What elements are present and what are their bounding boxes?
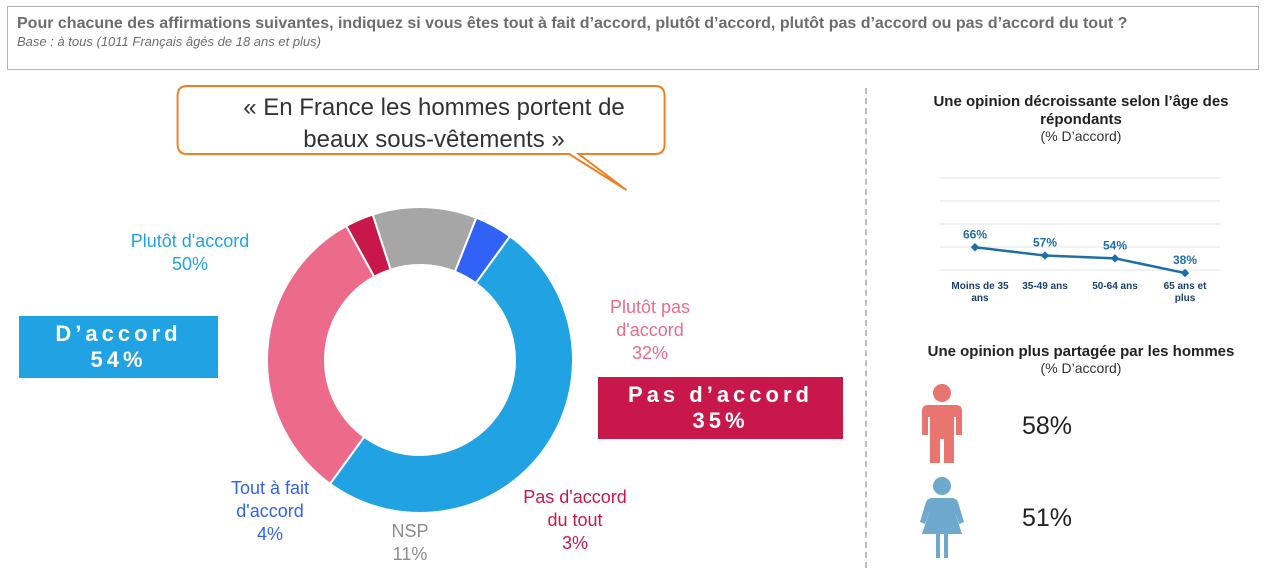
men-value: 58%	[1022, 412, 1073, 440]
woman-icon	[920, 477, 964, 558]
label-tout-a-fait: Tout à fait d'accord 4%	[195, 477, 345, 546]
agree-summary-label: D’accord	[55, 321, 182, 346]
age-category-label-2: 50-64 ans	[1092, 281, 1138, 292]
label-plutot-pas: Plutôt pas d'accord 32%	[570, 296, 730, 365]
label-nsp-value: 11%	[392, 544, 428, 564]
quote-text: « En France les hommes portent de beaux …	[186, 92, 682, 156]
age-point-2	[1110, 254, 1120, 263]
disagree-summary-label: Pas d’accord	[628, 382, 813, 407]
age-category-label-3: plus	[1175, 293, 1196, 304]
label-plutot-accord-value: 50%	[171, 254, 209, 274]
disagree-summary-value: 35%	[692, 408, 749, 433]
women-value: 51%	[1022, 504, 1073, 532]
label-plutot-pas-text-1: Plutôt pas	[609, 297, 691, 317]
gender-panel-title: Une opinion plus partagée par les hommes	[927, 343, 1235, 360]
question-text: Pour chacune des affirmations suivantes,…	[17, 15, 1128, 32]
label-pas-du-tout: Pas d'accord du tout 3%	[495, 486, 655, 555]
age-point-0	[970, 243, 980, 252]
agree-summary-box: D’accord 54%	[19, 316, 218, 378]
quote-line-2: beaux sous-vêtements »	[303, 126, 565, 153]
age-data-label-3: 38%	[1173, 253, 1197, 267]
label-pas-du-tout-text-1: Pas d'accord	[523, 487, 627, 507]
age-category-label-3: 65 ans et	[1164, 281, 1207, 292]
label-pas-du-tout-value: 3%	[561, 533, 588, 553]
age-point-1	[1040, 251, 1050, 260]
quote-line-1: « En France les hommes portent de	[243, 94, 625, 121]
age-data-label-2: 54%	[1103, 238, 1127, 252]
agree-summary-value: 54%	[90, 347, 147, 372]
age-data-label-0: 66%	[963, 227, 987, 241]
age-category-label-0: Moins de 35	[951, 281, 1009, 292]
donut-slice-4	[453, 216, 512, 285]
age-panel-subtitle: (% D’accord)	[1040, 128, 1122, 144]
age-category-label-1: 35-49 ans	[1022, 281, 1068, 292]
speech-bubble	[176, 85, 666, 191]
label-tout-a-fait-text-2: d'accord	[236, 501, 304, 521]
label-plutot-pas-text-2: d'accord	[616, 320, 684, 340]
donut-chart	[266, 206, 574, 514]
label-plutot-accord-text: Plutôt d'accord	[130, 231, 250, 251]
age-panel-title: Une opinion décroissante selon l’âge des…	[933, 93, 1229, 128]
label-plutot-accord: Plutôt d'accord 50%	[100, 230, 280, 276]
age-category-label-0: ans	[971, 293, 989, 304]
label-tout-a-fait-text-1: Tout à fait	[230, 478, 310, 498]
panel-divider	[865, 88, 867, 568]
label-nsp-text: NSP	[391, 521, 429, 541]
age-data-label-1: 57%	[1033, 236, 1057, 250]
disagree-summary-box: Pas d’accord 35%	[598, 377, 843, 439]
donut-slice-0	[328, 234, 574, 514]
man-icon	[922, 384, 962, 463]
donut-slice-1	[266, 224, 376, 486]
question-header: Pour chacune des affirmations suivantes,…	[7, 6, 1259, 70]
label-nsp: NSP 11%	[350, 520, 470, 566]
label-tout-a-fait-value: 4%	[256, 524, 283, 544]
age-series-line	[974, 246, 1186, 275]
base-text: Base : à tous (1011 Français âgés de 18 …	[17, 34, 321, 49]
label-pas-du-tout-text-2: du tout	[547, 510, 603, 530]
label-plutot-pas-value: 32%	[631, 343, 669, 363]
gender-panel-subtitle: (% D’accord)	[1040, 360, 1122, 376]
